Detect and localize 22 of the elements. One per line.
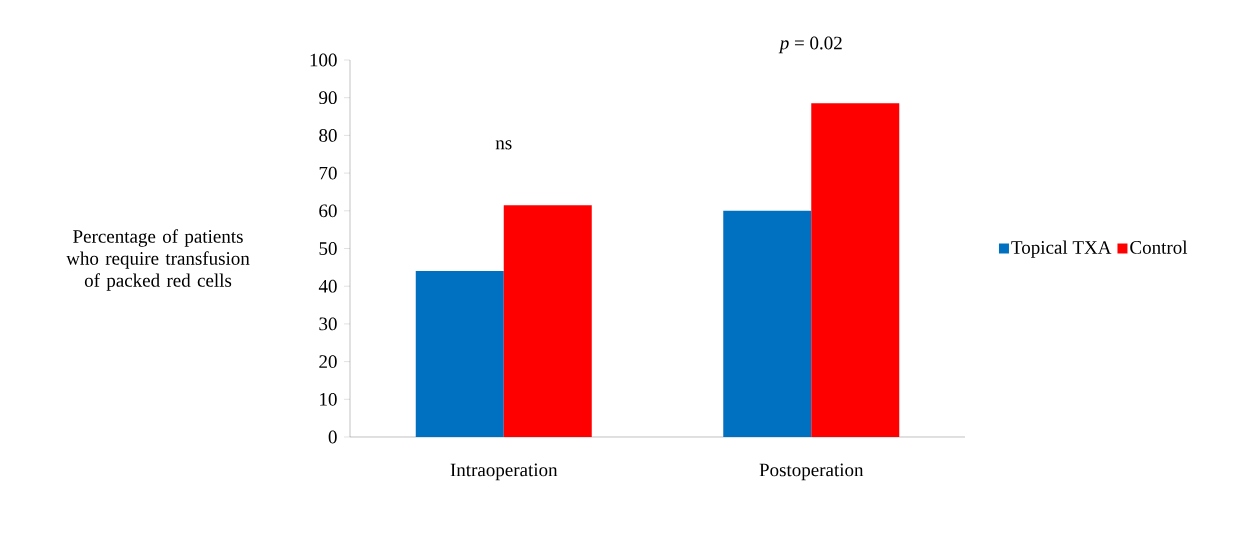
y-tick-label: 0 bbox=[328, 430, 337, 444]
y-tick-label: 100 bbox=[310, 53, 337, 67]
y-tick-label: 50 bbox=[319, 242, 337, 255]
text: p = 0.02 bbox=[778, 36, 842, 54]
y-tick-label: 70 bbox=[319, 166, 337, 180]
legend-label: Control bbox=[1130, 240, 1188, 254]
y-tick-label: 80 bbox=[319, 129, 337, 142]
y-tick-label: 90 bbox=[319, 91, 337, 105]
y-axis-title: Percentage of patients who require transfusion of packed red cells bbox=[66, 229, 250, 291]
x-tick-label: Intraoperation bbox=[450, 463, 558, 481]
bar bbox=[811, 103, 900, 437]
y-tick-label: 60 bbox=[319, 204, 337, 218]
legend-label: Topical TXA bbox=[1011, 240, 1112, 258]
x-tick-label: Postoperation bbox=[759, 463, 864, 481]
bar bbox=[503, 205, 592, 437]
y-tick-label: 20 bbox=[319, 355, 337, 369]
y-tick-label: 40 bbox=[318, 279, 337, 293]
y-tick-label: 10 bbox=[320, 392, 337, 406]
annotation: ns bbox=[495, 140, 512, 150]
bar bbox=[723, 210, 812, 437]
bar bbox=[415, 271, 504, 437]
y-tick-label: 30 bbox=[319, 317, 337, 331]
